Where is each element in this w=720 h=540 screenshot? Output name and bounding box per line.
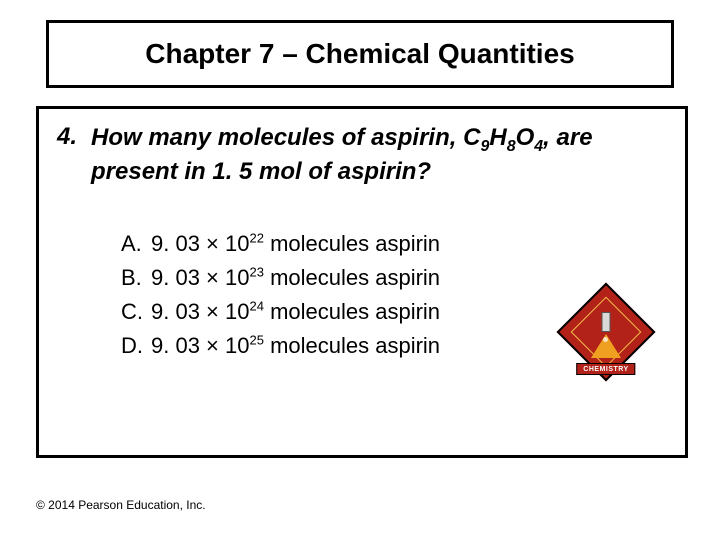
chemistry-badge-icon: CHEMISTRY (557, 283, 655, 381)
copyright-text: © 2014 Pearson Education, Inc. (36, 498, 206, 512)
q-sub1: 9 (480, 138, 489, 155)
answer-text: 9. 03 × 1024 molecules aspirin (151, 295, 440, 329)
question-row: 4. How many molecules of aspirin, C9H8O4… (57, 123, 667, 187)
q-sub3: 4 (534, 138, 543, 155)
answer-label: D. (121, 329, 151, 363)
answer-label: C. (121, 295, 151, 329)
question-text: How many molecules of aspirin, C9H8O4, a… (91, 123, 667, 187)
q-mid1: H (489, 124, 506, 151)
answer-text: 9. 03 × 1025 molecules aspirin (151, 329, 440, 363)
answer-tail: molecules aspirin (264, 299, 440, 324)
answer-exp: 24 (249, 299, 263, 314)
title-box: Chapter 7 – Chemical Quantities (46, 20, 674, 88)
answer-coef: 9. 03 × 10 (151, 265, 249, 290)
page-title: Chapter 7 – Chemical Quantities (145, 38, 574, 70)
answer-exp: 23 (249, 265, 263, 280)
answer-coef: 9. 03 × 10 (151, 299, 249, 324)
answer-label: A. (121, 227, 151, 261)
content-box: 4. How many molecules of aspirin, C9H8O4… (36, 106, 688, 458)
answer-exp: 22 (249, 230, 263, 245)
question-number: 4. (57, 123, 91, 151)
answer-coef: 9. 03 × 10 (151, 231, 249, 256)
q-sub2: 8 (507, 138, 516, 155)
q-prefix: How many molecules of aspirin, C (91, 124, 480, 151)
answer-option: A. 9. 03 × 1022 molecules aspirin (121, 227, 667, 261)
answer-tail: molecules aspirin (264, 265, 440, 290)
answer-tail: molecules aspirin (264, 333, 440, 358)
answer-tail: molecules aspirin (264, 231, 440, 256)
answer-text: 9. 03 × 1023 molecules aspirin (151, 261, 440, 295)
flask-highlight (603, 337, 608, 342)
q-mid2: O (516, 124, 535, 151)
answer-coef: 9. 03 × 10 (151, 333, 249, 358)
badge-banner: CHEMISTRY (576, 363, 635, 375)
flask-neck (602, 312, 611, 332)
answer-label: B. (121, 261, 151, 295)
answer-text: 9. 03 × 1022 molecules aspirin (151, 227, 440, 261)
answer-exp: 25 (249, 333, 263, 348)
